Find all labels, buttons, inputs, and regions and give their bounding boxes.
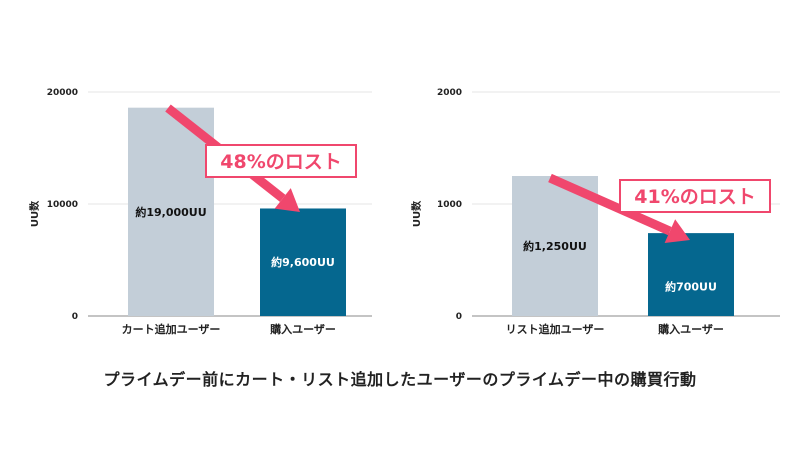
x-tick-label: リスト追加ユーザー	[506, 322, 605, 336]
figure-caption: プライムデー前にカート・リスト追加したユーザーのプライムデー中の購買行動	[103, 370, 697, 389]
loss-arrow-head	[274, 188, 300, 212]
y-tick-label: 20000	[47, 88, 78, 98]
y-tick-label: 2000	[437, 88, 462, 98]
bar	[128, 107, 214, 317]
y-tick-label: 1000	[437, 200, 462, 210]
y-tick-label: 0	[456, 312, 462, 322]
bar-data-label: 約9,600UU	[271, 255, 335, 269]
bar-data-label: 約700UU	[665, 280, 717, 294]
bar-data-label: 約19,000UU	[135, 205, 206, 219]
x-tick-label: 購入ユーザー	[269, 322, 336, 336]
bar	[512, 176, 598, 316]
loss-annotation-box	[619, 179, 771, 213]
y-axis-label: UU数	[28, 200, 41, 227]
x-tick-label: カート追加ユーザー	[122, 322, 221, 336]
x-tick-label: 購入ユーザー	[657, 322, 724, 336]
bar	[648, 233, 734, 316]
loss-annotation-label: 48%のロスト	[220, 151, 341, 173]
y-tick-label: 0	[72, 312, 78, 322]
bar-data-label: 約1,250UU	[523, 239, 587, 253]
bar	[260, 208, 346, 316]
y-tick-label: 10000	[47, 200, 78, 210]
loss-annotation-box	[205, 144, 357, 178]
y-axis-label: UU数	[410, 200, 423, 227]
loss-arrow-head	[664, 219, 690, 243]
loss-arrow-shaft	[548, 173, 672, 236]
loss-annotation-label: 41%のロスト	[634, 186, 755, 208]
